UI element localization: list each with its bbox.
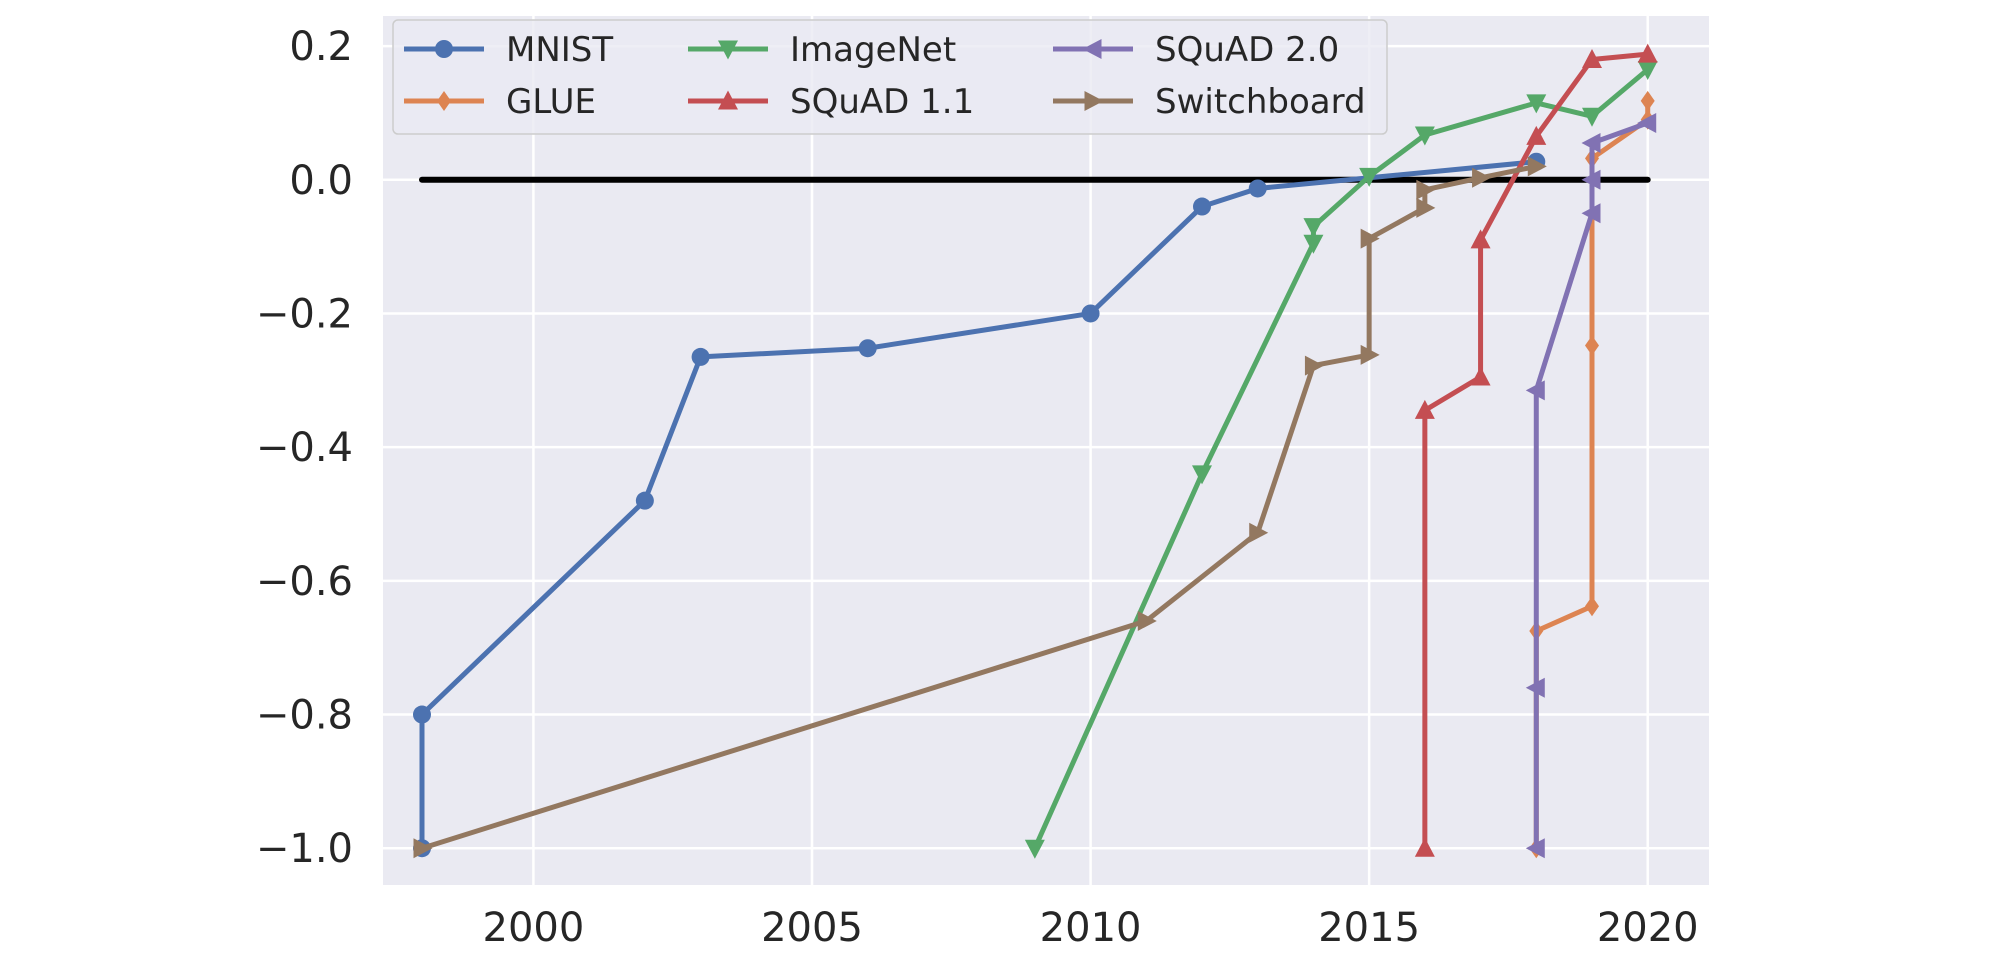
data-point: [1640, 90, 1655, 111]
data-point: [1527, 156, 1547, 177]
data-point: [1525, 677, 1545, 698]
data-point: [1192, 465, 1212, 485]
series-imagenet: [1024, 60, 1658, 859]
legend-marker: [435, 40, 453, 58]
legend: MNIST GLUE ImageNet SQuAD 1.1 SQuAD 2.0 Switc…: [392, 19, 1388, 135]
data-point: [1525, 838, 1545, 859]
data-point: [1248, 179, 1267, 198]
data-point: [1081, 304, 1100, 323]
plot-background: [383, 16, 1709, 885]
x-tick-label: 2000: [483, 905, 585, 951]
y-tick-label: −0.2: [256, 291, 353, 337]
data-point: [1581, 203, 1601, 224]
data-point: [1360, 344, 1380, 365]
legend-item-mnist: MNIST: [404, 30, 613, 70]
series-squad-2-0: [1525, 112, 1657, 859]
series-squad-1-1: [1414, 43, 1658, 857]
data-point: [1416, 197, 1436, 218]
legend-marker: [1082, 39, 1102, 59]
x-tick-label: 2005: [761, 905, 863, 951]
data-point: [1526, 94, 1547, 114]
y-axis-tick-labels: 0.2 0.0 −0.2 −0.4 −0.6 −0.8 −1.0: [256, 24, 353, 872]
y-tick-label: 0.0: [289, 158, 353, 204]
y-tick-label: −1.0: [256, 826, 353, 872]
data-point: [1303, 234, 1324, 254]
data-point: [1637, 112, 1657, 133]
legend-marker: [718, 90, 738, 110]
data-point: [1637, 60, 1658, 80]
data-point: [1024, 839, 1045, 859]
data-point: [1414, 399, 1435, 419]
data-point: [635, 491, 654, 510]
data-point: [1525, 380, 1545, 401]
x-axis-tick-labels: 2000 2005 2010 2015 2020: [483, 905, 1699, 951]
legend-label: SQuAD 2.0: [1155, 30, 1339, 70]
data-point: [1304, 355, 1324, 376]
data-point: [1193, 197, 1211, 216]
data-point: [1470, 366, 1491, 386]
data-point: [1414, 126, 1435, 146]
data-point: [1137, 610, 1157, 631]
legend-label: MNIST: [506, 30, 613, 70]
data-point: [1526, 125, 1547, 145]
series-switchboard: [413, 156, 1547, 859]
data-point: [1416, 179, 1436, 200]
legend-marker: [1084, 91, 1104, 111]
data-point: [1470, 229, 1491, 249]
legend-item-squad-2-0: SQuAD 2.0: [1053, 30, 1339, 70]
data-point: [1359, 167, 1380, 187]
legend-item-squad-1-1: SQuAD 1.1: [688, 82, 974, 122]
data-point: [1581, 133, 1601, 154]
y-tick-label: −0.6: [256, 559, 353, 605]
x-tick-label: 2010: [1040, 905, 1142, 951]
legend-box: [392, 19, 1388, 135]
series-line-switchboard: [419, 163, 1539, 851]
data-point: [1581, 169, 1601, 190]
legend-label: SQuAD 1.1: [790, 82, 974, 122]
legend-marker: [437, 91, 451, 111]
y-tick-label: −0.8: [256, 693, 353, 739]
data-point: [1582, 48, 1602, 68]
legend-item-glue: GLUE: [404, 82, 596, 122]
y-tick-label: −0.4: [256, 425, 353, 471]
legend-item-switchboard: Switchboard: [1053, 82, 1366, 122]
x-tick-label: 2020: [1597, 905, 1699, 951]
series-group: [413, 43, 1658, 859]
legend-label: ImageNet: [790, 30, 956, 70]
data-point: [1585, 335, 1599, 356]
data-point: [1303, 218, 1324, 238]
data-point: [1360, 228, 1380, 249]
data-point: [1637, 43, 1658, 63]
y-tick-label: 0.2: [289, 24, 353, 70]
data-point: [1585, 596, 1599, 617]
legend-label: GLUE: [506, 82, 596, 122]
data-point: [413, 838, 433, 859]
data-point: [413, 705, 431, 724]
data-point: [858, 339, 877, 358]
legend-marker: [718, 40, 738, 60]
data-point: [1582, 107, 1602, 127]
legend-label: Switchboard: [1155, 82, 1366, 122]
data-point: [1472, 167, 1492, 188]
legend-item-imagenet: ImageNet: [688, 30, 956, 70]
x-tick-label: 2015: [1318, 905, 1420, 951]
data-point: [1414, 837, 1435, 857]
data-point: [691, 347, 710, 366]
data-point: [1249, 522, 1269, 543]
